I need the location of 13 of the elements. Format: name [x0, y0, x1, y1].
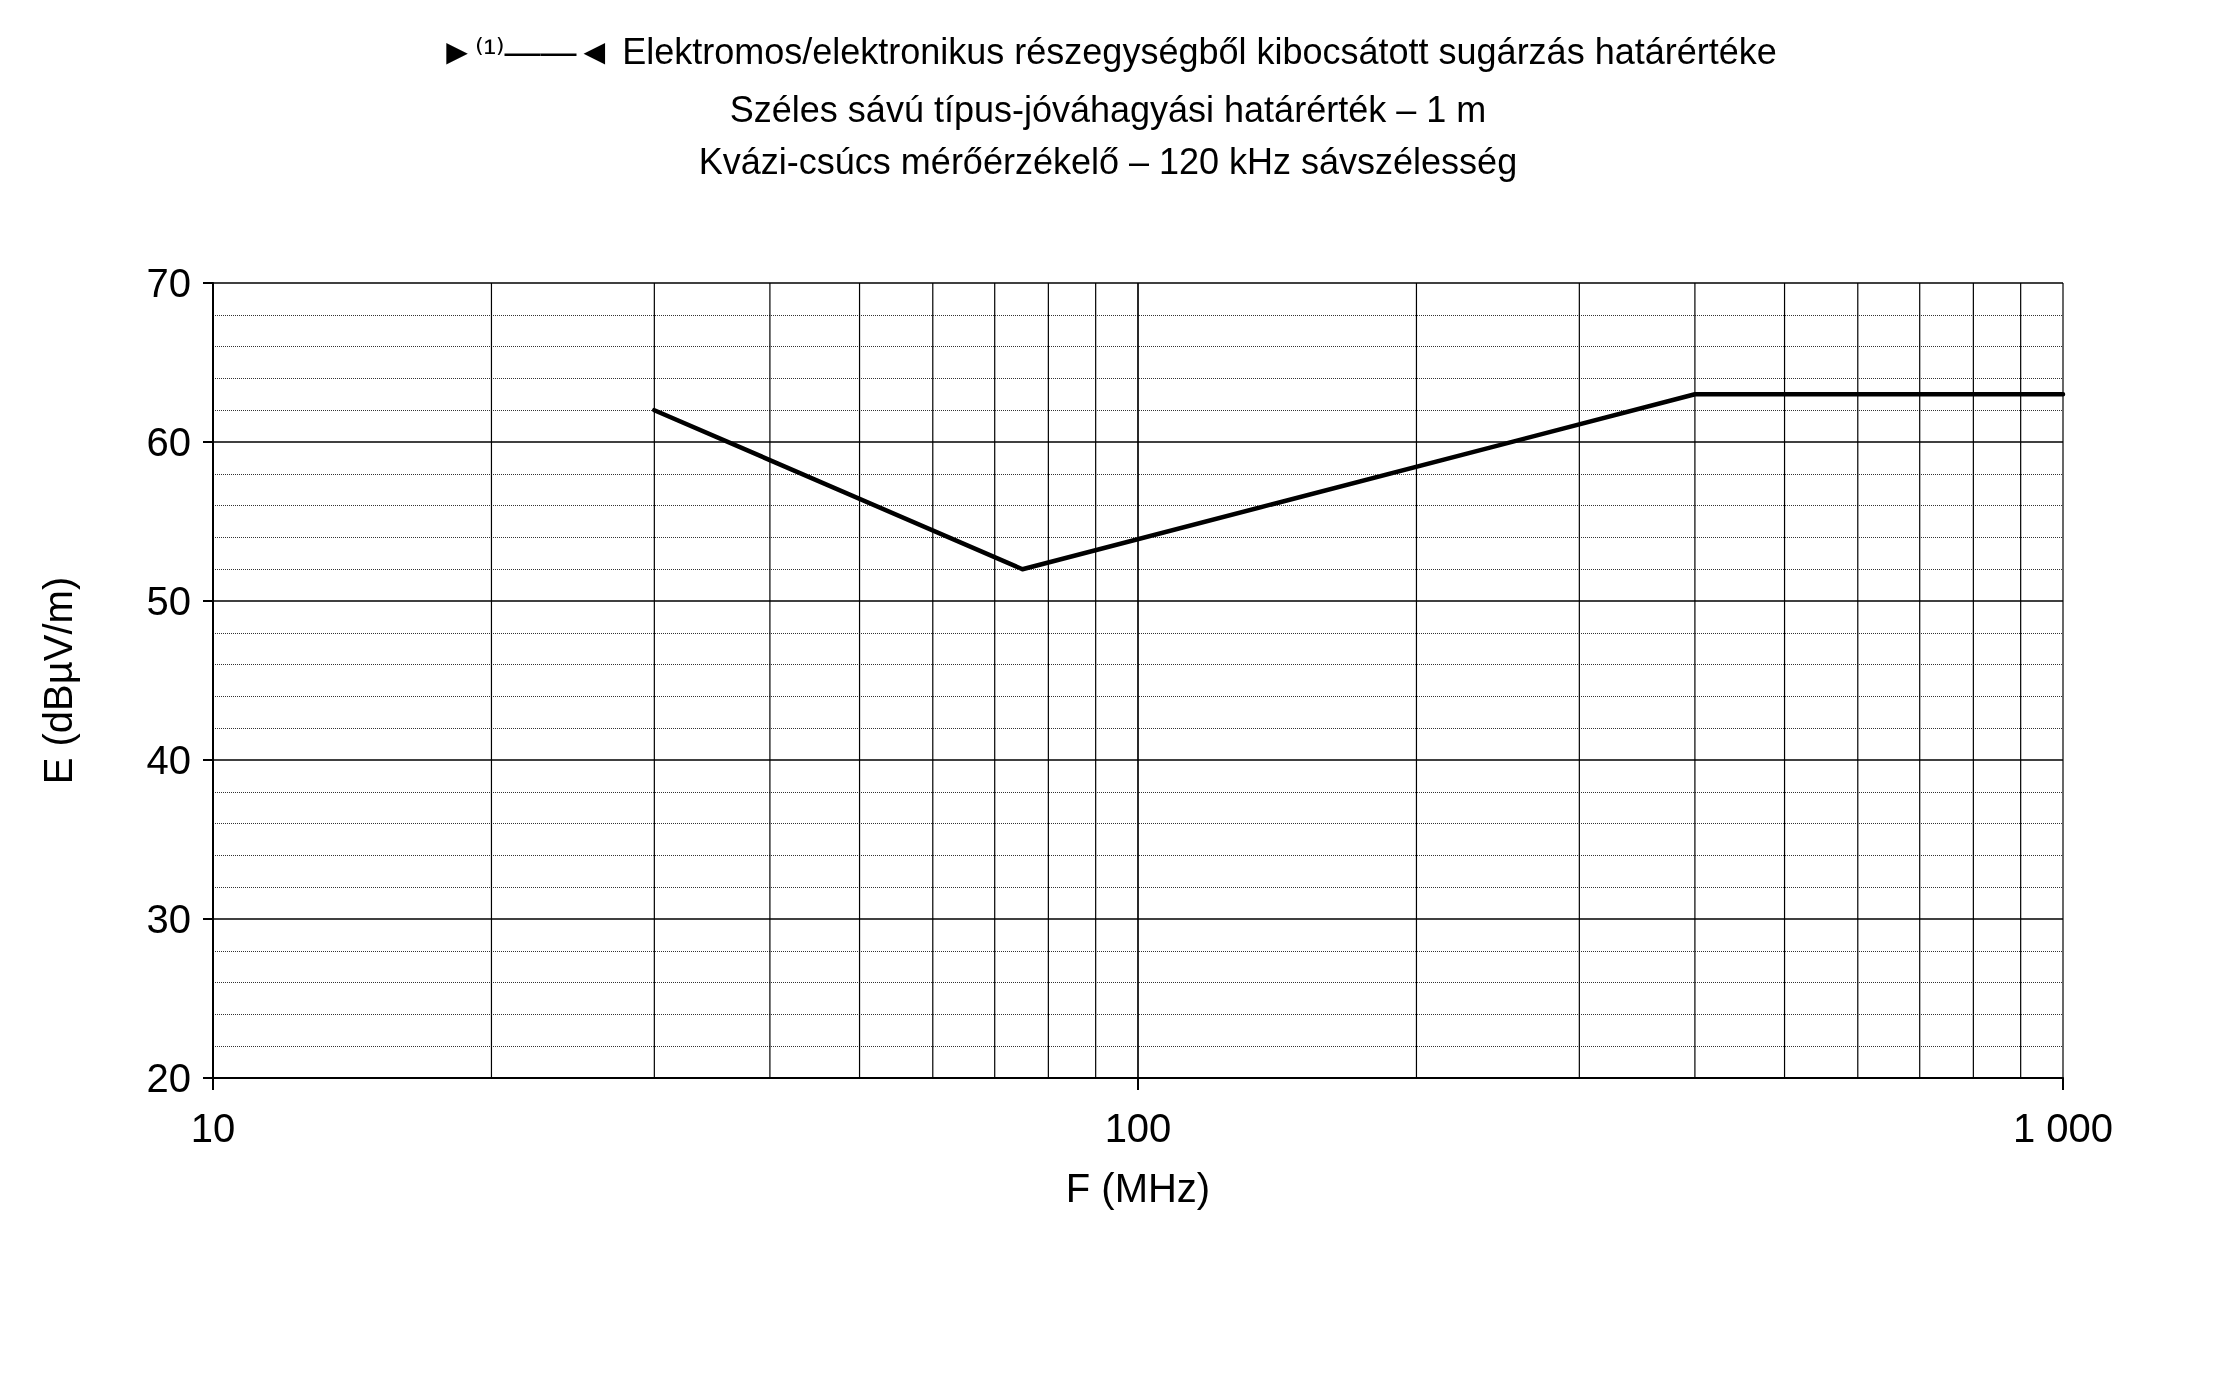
y-tick-label: 70 [146, 261, 191, 305]
x-tick-label: 1 000 [2012, 1106, 2114, 1150]
x-tick-label: 100 [1104, 1106, 1172, 1150]
chart-title: ►⁽¹⁾——◄ Elektromos/elektronikus részegységből kibocsátott sugárzás határértéke [439, 30, 1777, 72]
y-tick-label: 40 [146, 738, 191, 782]
y-tick-label: 30 [146, 897, 191, 941]
y-axis-title: E (dBµV/m) [36, 576, 80, 785]
y-tick-label: 60 [146, 420, 191, 464]
chart-subtitle: Széles sávú típus-jóváhagyási határérték – 1 m Kvázi-csúcs mérőérzékelő – 120 kHz sávszélesség [698, 88, 1518, 182]
y-tick-label: 20 [146, 1056, 191, 1100]
x-axis-title: F (MHz) [1065, 1166, 1211, 1210]
y-tick-label: 50 [146, 579, 191, 623]
x-tick-label: 10 [190, 1106, 236, 1150]
